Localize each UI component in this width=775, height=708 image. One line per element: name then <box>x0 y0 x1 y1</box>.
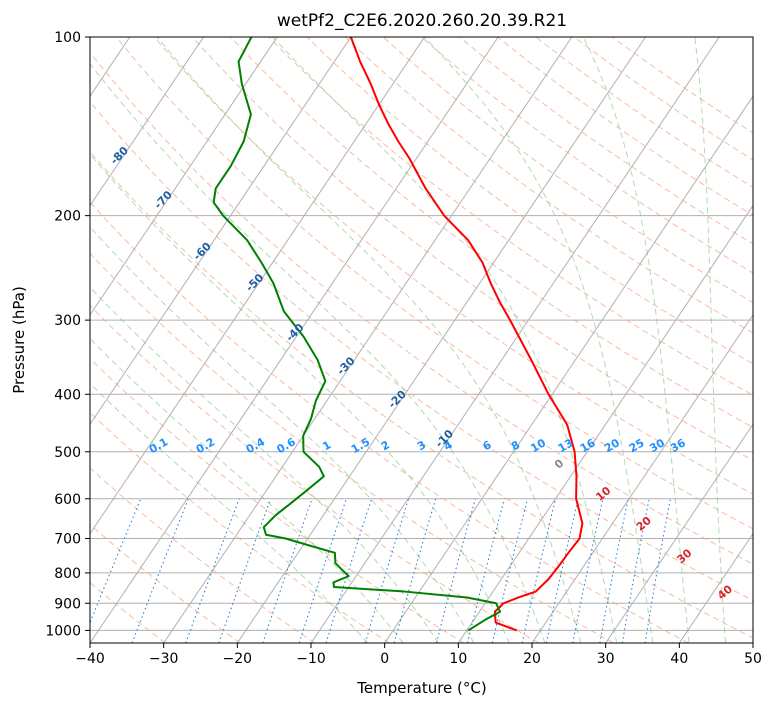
isotherm-line <box>90 37 352 426</box>
mixing-ratio-line <box>621 498 650 643</box>
dry-adiabat-line <box>90 51 753 565</box>
y-tick-label: 900 <box>54 596 81 612</box>
mixing-ratio-line <box>599 498 629 643</box>
x-tick-label: 30 <box>597 651 615 667</box>
plot-background <box>90 37 753 643</box>
temperature-profile-line <box>349 37 584 632</box>
isotherm-label: -90 <box>66 96 89 119</box>
dry-adiabat-line <box>90 467 315 643</box>
dry-adiabat-line <box>90 201 689 643</box>
dry-adiabat-line <box>90 252 614 643</box>
dry-adiabat-line <box>535 37 753 188</box>
x-tick-label: −10 <box>296 651 326 667</box>
isotherm-line <box>457 204 753 643</box>
dry-adiabat-line <box>90 357 465 643</box>
dry-adiabat-line <box>268 37 753 396</box>
isotherm-label: -100 <box>11 63 40 92</box>
y-tick-label: 300 <box>54 313 81 329</box>
dry-adiabat-line <box>306 37 753 365</box>
isotherm-line <box>90 37 278 316</box>
x-tick-label: 0 <box>380 651 389 667</box>
moist-adiabat-line <box>694 37 727 643</box>
isotherm-line <box>678 532 753 643</box>
mixing-ratio-line <box>644 498 671 643</box>
data-series <box>212 37 584 632</box>
moist-adiabat-line <box>90 286 439 643</box>
moist-adiabat-line <box>90 382 369 643</box>
moist-adiabat-line <box>90 153 510 643</box>
x-tick-label: 50 <box>744 651 762 667</box>
y-tick-label: 400 <box>54 387 81 403</box>
x-tick-label: −20 <box>223 651 253 667</box>
x-tick-label: −30 <box>149 651 179 667</box>
x-tick-label: 10 <box>449 651 467 667</box>
axes: −40 −30 −20 −10 0 10 20 30 40 50 100 200 300 400 500 60… <box>45 30 762 667</box>
moist-adiabat-line <box>90 226 475 643</box>
isotherm-line <box>752 642 753 643</box>
y-tick-label: 500 <box>54 445 81 461</box>
dry-adiabat-line <box>90 304 540 643</box>
moist-adiabat-line <box>424 37 654 643</box>
mixing-ratio-line <box>131 498 189 643</box>
mixing-ratio-line <box>262 498 313 643</box>
x-tick-label: 40 <box>670 651 688 667</box>
dry-adiabat-line <box>90 101 753 602</box>
mixing-ratio-line <box>90 498 142 624</box>
y-tick-label: 700 <box>54 532 81 548</box>
isotherm-line <box>310 37 720 643</box>
moist-adiabat-line <box>90 62 546 643</box>
mixing-ratio-line <box>572 498 604 643</box>
dry-adiabat-line <box>344 37 753 334</box>
moist-adiabat-line <box>156 37 582 643</box>
isotherm-line <box>531 314 753 643</box>
moist-adiabat-line <box>582 37 690 643</box>
mixing-ratio-line <box>298 498 347 643</box>
dry-adiabat-line <box>153 37 753 495</box>
dry-adiabat-line <box>497 37 753 216</box>
plot-frame <box>89 36 754 644</box>
isotherm-line <box>163 37 573 643</box>
dewpoint-profile-line <box>212 37 502 632</box>
moist-adiabat-line <box>90 337 404 643</box>
x-axis-label: Temperature (°C) <box>356 679 486 697</box>
isotherm-line <box>384 95 753 643</box>
isotherm-line <box>90 37 204 207</box>
y-tick-label: 200 <box>54 209 81 225</box>
y-axis-label: Pressure (hPa) <box>10 286 28 394</box>
mixing-ratio-line <box>185 498 240 643</box>
y-tick-label: 1000 <box>45 623 81 639</box>
grid-lines <box>0 37 753 643</box>
x-tick-label: −40 <box>75 651 105 667</box>
isotherm-line <box>90 37 425 535</box>
y-tick-label: 800 <box>54 566 81 582</box>
moist-adiabat-line <box>272 37 618 643</box>
y-tick-label: 100 <box>54 30 81 46</box>
isotherm-line <box>605 423 753 643</box>
x-tick-label: 20 <box>523 651 541 667</box>
isotherm-line <box>90 37 499 643</box>
isotherm-line <box>0 37 56 643</box>
dry-adiabat-line <box>573 37 753 161</box>
isotherm-line <box>236 37 646 643</box>
dry-adiabat-line <box>90 523 241 643</box>
chart-title: wetPf2_C2E6.2020.260.20.39.R21 <box>277 11 567 31</box>
y-tick-label: 600 <box>54 492 81 508</box>
